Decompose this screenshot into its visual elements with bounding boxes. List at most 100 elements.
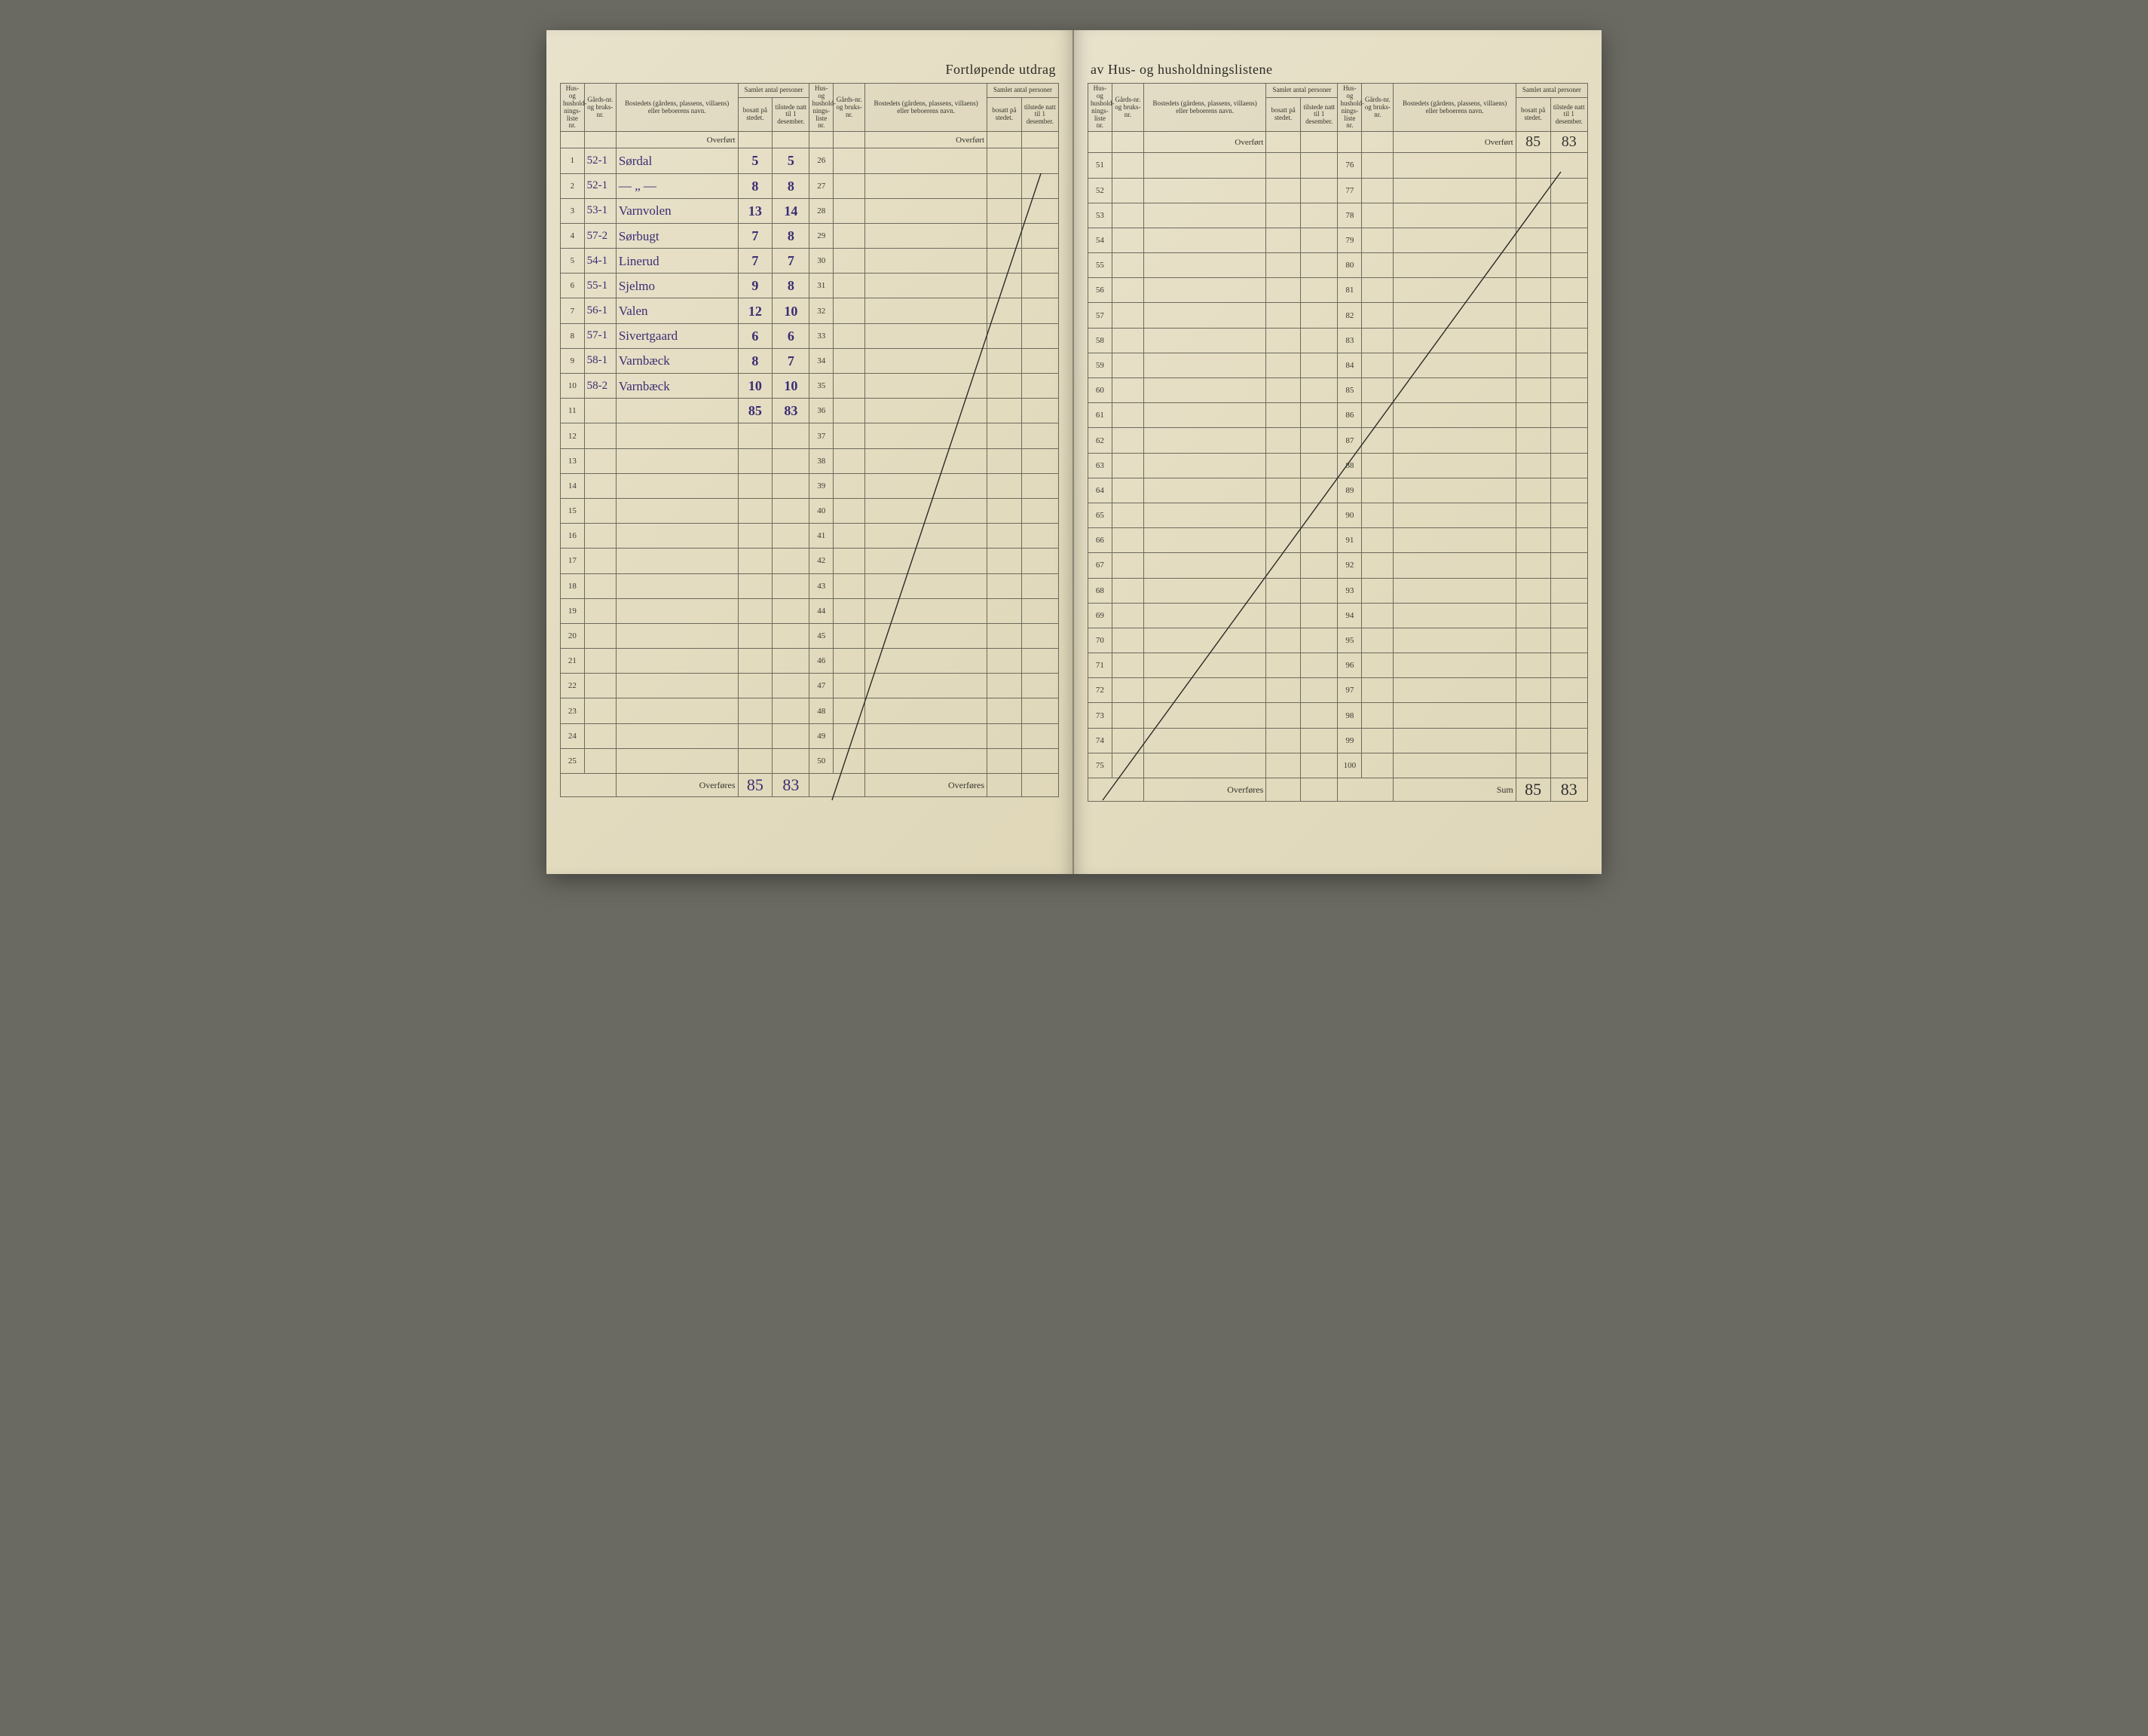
row-number: 90 — [1338, 503, 1362, 527]
row-number: 89 — [1338, 478, 1362, 503]
cell-gard — [584, 748, 616, 773]
row-number: 25 — [561, 748, 585, 773]
row-number: 97 — [1338, 678, 1362, 703]
cell-tilstede: 10 — [773, 298, 809, 323]
cell-bosatt — [738, 448, 773, 473]
row-number: 17 — [561, 549, 585, 573]
row-number: 41 — [809, 524, 834, 549]
cell-bosatt — [738, 698, 773, 723]
cell-gard: 54-1 — [584, 249, 616, 274]
cell-tilstede — [773, 549, 809, 573]
page-right: av Hus- og husholdningslistene Hus- og h… — [1074, 30, 1602, 874]
cell-bosatt: 6 — [738, 323, 773, 348]
row-number: 74 — [1088, 728, 1112, 753]
col-tilstede: tilstede natt til 1 desember. — [1301, 98, 1338, 132]
col-bosatt: bosatt på stedet. — [738, 98, 773, 132]
cell-gard — [584, 573, 616, 598]
row-number: 54 — [1088, 228, 1112, 252]
overfort-label: Overført — [616, 132, 738, 148]
census-table-left: Hus- og hushold-nings-liste nr. Gårds-nr… — [560, 83, 1059, 797]
row-number: 4 — [561, 223, 585, 248]
col-bosted: Bostedets (gårdens, plassens, villaens) … — [1144, 84, 1266, 132]
cell-gard: 52-1 — [584, 148, 616, 173]
cell-gard — [584, 649, 616, 674]
cell-bosted — [616, 399, 738, 423]
cell-bosted: Sørdal — [616, 148, 738, 173]
row-number: 100 — [1338, 753, 1362, 778]
cell-bosatt — [738, 473, 773, 498]
cell-bosatt — [738, 623, 773, 648]
sum-label: Sum — [1394, 778, 1516, 802]
cell-tilstede: 7 — [773, 348, 809, 373]
row-number: 71 — [1088, 653, 1112, 678]
row-number: 76 — [1338, 153, 1362, 178]
row-number: 57 — [1088, 303, 1112, 328]
row-number: 63 — [1088, 453, 1112, 478]
row-number: 13 — [561, 448, 585, 473]
cell-gard — [584, 549, 616, 573]
cell-tilstede — [773, 723, 809, 748]
cell-bosted: — „ — — [616, 173, 738, 198]
col-bosatt: bosatt på stedet. — [1516, 98, 1550, 132]
overfort-bosatt: 85 — [1516, 132, 1550, 153]
row-number: 10 — [561, 374, 585, 399]
row-number: 26 — [809, 148, 834, 173]
row-number: 99 — [1338, 728, 1362, 753]
cell-bosatt — [738, 674, 773, 698]
row-number: 87 — [1338, 428, 1362, 453]
col-gard: Gårds-nr. og bruks-nr. — [1112, 84, 1143, 132]
row-number: 81 — [1338, 278, 1362, 303]
cell-gard: 56-1 — [584, 298, 616, 323]
row-number: 16 — [561, 524, 585, 549]
row-number: 91 — [1338, 528, 1362, 553]
cell-gard — [584, 698, 616, 723]
col-liste: Hus- og hushold-nings-liste nr. — [561, 84, 585, 132]
cell-tilstede — [773, 649, 809, 674]
cell-bosatt — [738, 423, 773, 448]
row-number: 52 — [1088, 178, 1112, 203]
col-bosted: Bostedets (gårdens, plassens, villaens) … — [1394, 84, 1516, 132]
cell-gard: 58-2 — [584, 374, 616, 399]
row-number: 9 — [561, 348, 585, 373]
row-number: 33 — [809, 323, 834, 348]
col-gard: Gårds-nr. og bruks-nr. — [584, 84, 616, 132]
row-number: 58 — [1088, 328, 1112, 353]
cell-bosted: Varnbæck — [616, 348, 738, 373]
row-number: 1 — [561, 148, 585, 173]
cell-bosted — [616, 723, 738, 748]
row-number: 31 — [809, 274, 834, 298]
row-number: 56 — [1088, 278, 1112, 303]
cell-tilstede: 8 — [773, 173, 809, 198]
row-number: 7 — [561, 298, 585, 323]
row-number: 36 — [809, 399, 834, 423]
cell-bosted — [616, 649, 738, 674]
row-number: 5 — [561, 249, 585, 274]
row-number: 62 — [1088, 428, 1112, 453]
cell-bosted — [616, 498, 738, 523]
col-liste: Hus- og hushold-nings-liste nr. — [809, 84, 834, 132]
row-number: 69 — [1088, 603, 1112, 628]
cell-tilstede — [773, 423, 809, 448]
cell-gard — [584, 473, 616, 498]
cell-bosatt: 8 — [738, 173, 773, 198]
row-number: 73 — [1088, 703, 1112, 728]
cell-bosatt: 85 — [738, 399, 773, 423]
row-number: 47 — [809, 674, 834, 698]
overfort-label: Overført — [1394, 132, 1516, 153]
col-tilstede: tilstede natt til 1 desember. — [1021, 98, 1058, 132]
row-number: 39 — [809, 473, 834, 498]
cell-bosted: Sjelmo — [616, 274, 738, 298]
row-number: 32 — [809, 298, 834, 323]
row-number: 27 — [809, 173, 834, 198]
row-number: 29 — [809, 223, 834, 248]
cell-bosted — [616, 473, 738, 498]
row-number: 23 — [561, 698, 585, 723]
col-bosatt: bosatt på stedet. — [1266, 98, 1301, 132]
cell-gard: 57-1 — [584, 323, 616, 348]
row-number: 68 — [1088, 578, 1112, 603]
cell-bosatt — [738, 723, 773, 748]
page-left: Fortløpende utdrag Hus- og hushold-nings… — [546, 30, 1074, 874]
row-number: 44 — [809, 598, 834, 623]
row-number: 55 — [1088, 253, 1112, 278]
row-number: 80 — [1338, 253, 1362, 278]
